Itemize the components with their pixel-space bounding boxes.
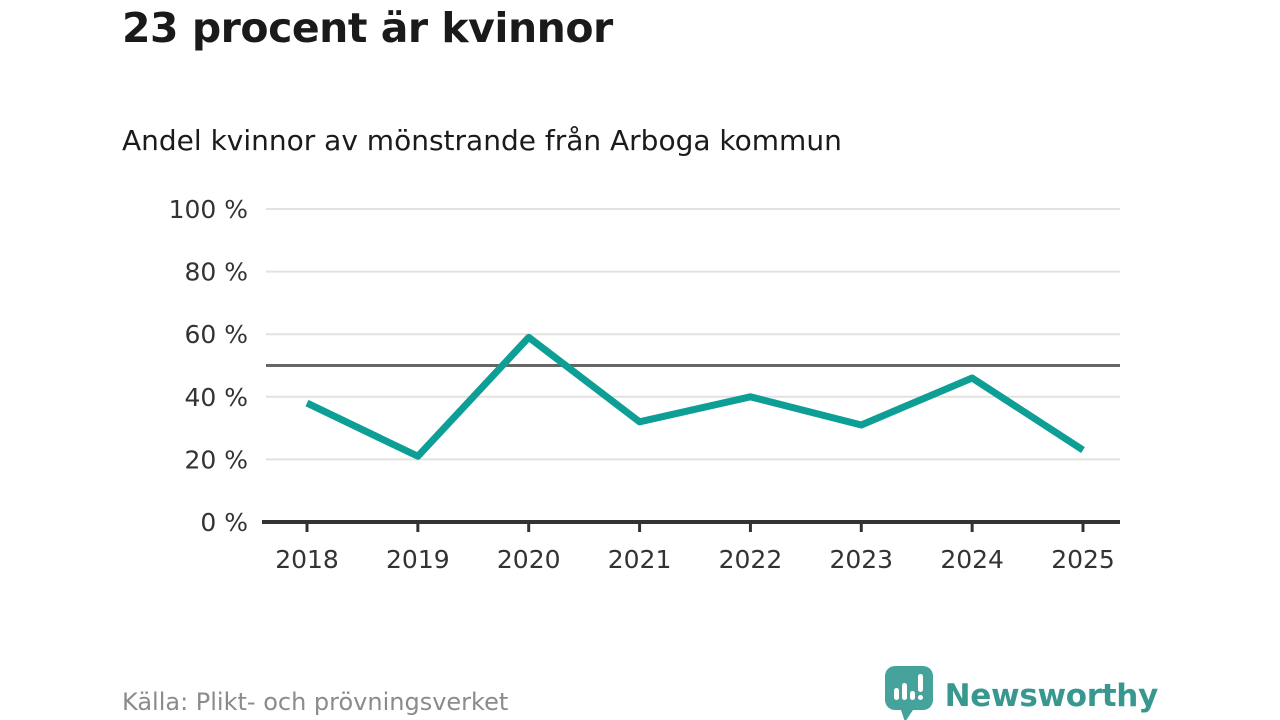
svg-text:80 %: 80 % [184,258,248,287]
chart-headline: 23 procent är kvinnor [122,4,613,52]
line-chart: 0 % 20 % 40 % 60 % 80 % 100 % 2018 2019 2020 2021… [169,195,1120,574]
svg-text:2023: 2023 [829,545,893,574]
svg-text:0 %: 0 % [200,508,248,537]
chart-subtitle: Andel kvinnor av mönstrande från Arboga … [122,124,842,157]
source-note: Källa: Plikt- och prövningsverket [122,688,509,716]
svg-text:2018: 2018 [275,545,339,574]
newsworthy-logo: Newsworthy [884,666,1159,720]
svg-text:2020: 2020 [497,545,561,574]
svg-text:60 %: 60 % [184,320,248,349]
brand-name: Newsworthy [944,678,1159,714]
svg-text:100 %: 100 % [169,195,248,224]
svg-text:2022: 2022 [719,545,783,574]
svg-text:2019: 2019 [386,545,450,574]
svg-text:2025: 2025 [1051,545,1115,574]
svg-text:2024: 2024 [940,545,1004,574]
svg-text:2021: 2021 [608,545,672,574]
svg-text:40 %: 40 % [184,383,248,412]
chart-speech-bubble-icon [884,666,933,720]
svg-text:20 %: 20 % [184,445,248,474]
